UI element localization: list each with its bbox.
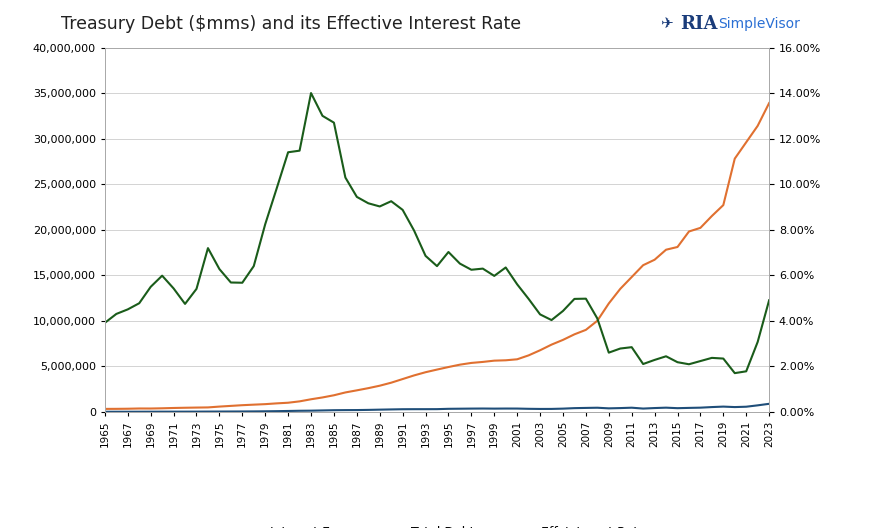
- Legend: Interest Exp, Total Debt, Eff. Interest Rate: Interest Exp, Total Debt, Eff. Interest …: [223, 521, 651, 528]
- Text: ✈: ✈: [660, 16, 673, 31]
- Text: RIA: RIA: [680, 15, 718, 33]
- Text: SimpleVisor: SimpleVisor: [718, 17, 801, 31]
- Text: Treasury Debt ($mms) and its Effective Interest Rate: Treasury Debt ($mms) and its Effective I…: [61, 15, 521, 33]
